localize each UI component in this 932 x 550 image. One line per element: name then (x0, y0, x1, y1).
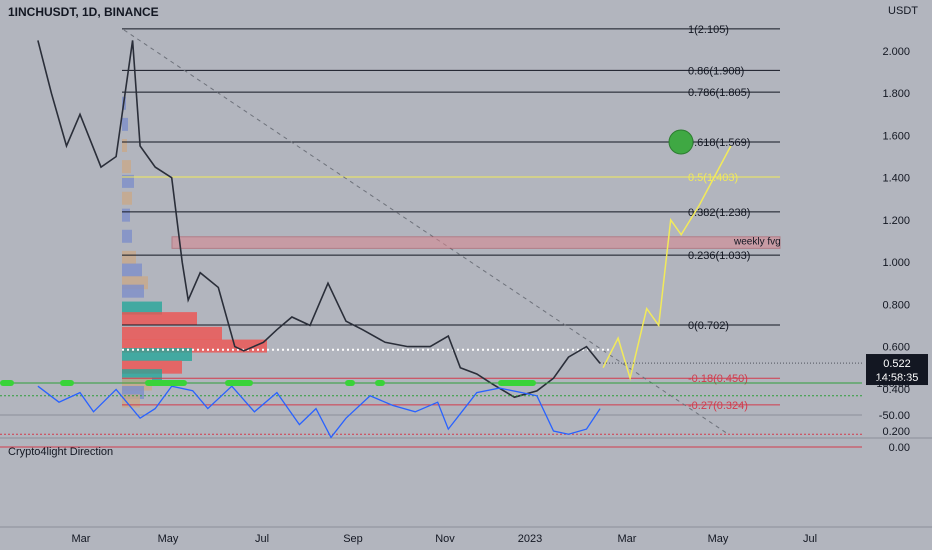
price-axis-tick: 2.000 (882, 46, 910, 58)
projection-path-line (602, 145, 732, 382)
oscillator-signal-marker (60, 380, 74, 386)
volume-profile-bar (122, 263, 142, 277)
currency-label: USDT (888, 5, 918, 17)
volume-profile-bar (122, 208, 130, 222)
price-axis-tick: 0.800 (882, 299, 910, 311)
fib-level-label: 0.86(1.908) (688, 65, 744, 77)
oscillator-signal-marker (345, 380, 355, 386)
volume-profile-bar (122, 139, 127, 152)
weekly-fvg-zone (171, 236, 781, 249)
volume-profile-bar (122, 326, 222, 340)
indicator-label: Crypto4light Direction (8, 446, 114, 458)
price-series-line (37, 40, 601, 399)
volume-profile-bar (122, 191, 132, 205)
fib-level-label: 0.382(1.238) (688, 207, 750, 219)
time-axis-tick: Jul (255, 533, 269, 545)
time-axis-tick: Jul (803, 533, 817, 545)
fib-level-label: -0.18(0.450) (688, 373, 748, 385)
volume-profile-bar (122, 250, 136, 264)
volume-profile-bar (122, 301, 162, 315)
price-axis-tick: 1.200 (882, 215, 910, 227)
target-circle-marker (668, 129, 694, 155)
symbol-title: 1INCHUSDT, 1D, BINANCE (8, 5, 159, 19)
time-axis-tick: May (158, 533, 179, 545)
fib-level-label: 0(0.702) (688, 320, 729, 332)
price-axis-tick: 1.400 (882, 173, 910, 185)
volume-profile-bar (122, 117, 128, 131)
time-axis-tick: May (708, 533, 729, 545)
volume-profile-bar (122, 312, 197, 326)
current-price-badge (866, 354, 928, 386)
oscillator-line (37, 385, 601, 439)
fib-level-label: 0.618(1.569) (688, 137, 750, 149)
fib-level-label: -0.27(0.324) (688, 400, 748, 412)
volume-profile-bar (122, 174, 134, 188)
fib-level-label: 1(2.105) (688, 24, 729, 36)
fib-level-label: 0.236(1.033) (688, 250, 750, 262)
price-axis-tick: 1.600 (882, 130, 910, 142)
oscillator-signal-marker (0, 380, 14, 386)
bar-countdown: 14:58:35 (876, 372, 919, 384)
price-axis-tick: 0.600 (882, 342, 910, 354)
weekly-fvg-label: weekly fvg (733, 236, 781, 247)
volume-profile-bar (122, 394, 140, 408)
time-axis-tick: Nov (435, 533, 455, 545)
time-axis-tick: Sep (343, 533, 363, 545)
price-axis-tick: 1.800 (882, 88, 910, 100)
oscillator-signal-marker (225, 380, 253, 386)
volume-profile-bar (122, 284, 144, 298)
current-price-value: 0.522 (883, 358, 911, 370)
trend-line-dashed (123, 29, 729, 435)
volume-profile-bar (122, 160, 131, 174)
price-axis-tick: 0.400 (882, 384, 910, 396)
time-axis-tick: Mar (618, 533, 637, 545)
volume-profile-bar (122, 348, 192, 361)
fib-level-label: 0.786(1.805) (688, 87, 750, 99)
oscillator-axis-tick: -50.00 (879, 410, 910, 422)
time-axis-tick: Mar (72, 533, 91, 545)
price-axis-tick: 0.200 (882, 426, 910, 438)
oscillator-signal-marker (498, 380, 536, 386)
time-axis-tick: 2023 (518, 533, 542, 545)
volume-profile-bar (122, 229, 132, 243)
oscillator-signal-marker (375, 380, 385, 386)
oscillator-axis-tick: -100.00 (873, 378, 910, 390)
price-axis-tick: 1.000 (882, 257, 910, 269)
oscillator-axis-tick: 0.00 (889, 442, 910, 454)
oscillator-signal-marker (145, 380, 187, 386)
